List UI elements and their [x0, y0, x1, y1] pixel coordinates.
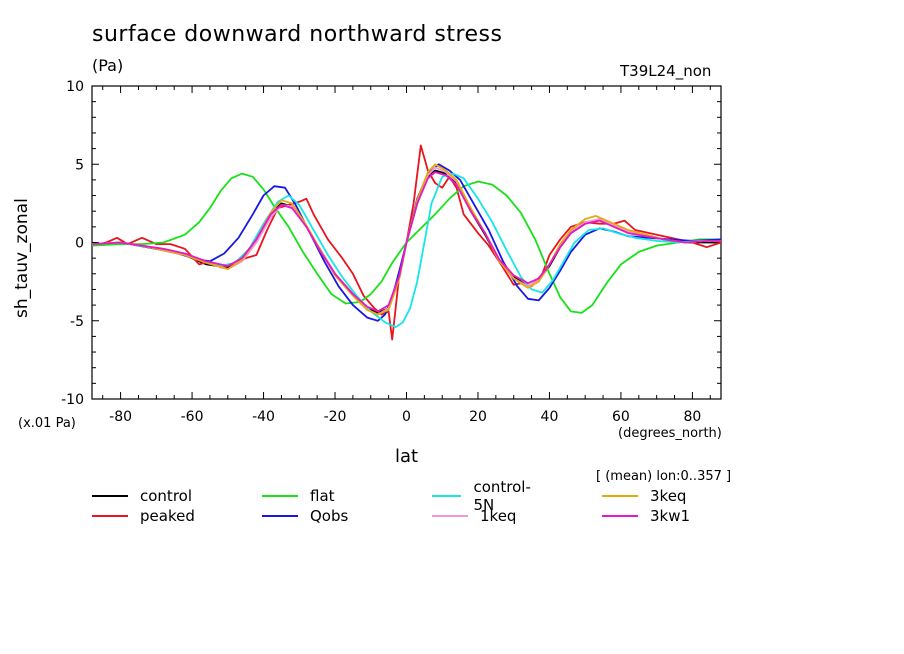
- chart-title: surface downward northward stress: [92, 22, 503, 47]
- legend-label: 1keq: [480, 507, 517, 525]
- legend-swatch: [92, 515, 128, 517]
- legend-swatch: [262, 495, 298, 497]
- legend-label: 3kw1: [650, 507, 691, 525]
- x-tick-label: 80: [683, 409, 701, 425]
- x-tick-label: 20: [469, 409, 487, 425]
- x-axis-label: lat: [395, 446, 419, 467]
- y-tick-label: 10: [66, 79, 84, 95]
- legend-item: flat: [262, 487, 335, 505]
- y-tick-label: 5: [75, 157, 84, 173]
- legend-swatch: [602, 515, 638, 517]
- legend-label: peaked: [140, 507, 195, 525]
- run-id-label: T39L24_non: [620, 62, 712, 80]
- legend-item: control: [92, 487, 192, 505]
- legend-label: control: [140, 487, 192, 505]
- legend-swatch: [432, 515, 468, 517]
- y-tick-label: -10: [61, 392, 84, 408]
- x-tick-label: 40: [541, 409, 559, 425]
- x-units-label: (degrees_north): [618, 426, 722, 441]
- x-tick-label: 60: [612, 409, 630, 425]
- legend-item: 3kw1: [602, 507, 690, 525]
- legend-swatch: [432, 495, 462, 497]
- x-tick-label: -80: [109, 409, 132, 425]
- series-line-3kw1: [91, 171, 721, 313]
- legend-label: control-5N: [473, 478, 531, 514]
- x-tick-label: -20: [324, 409, 347, 425]
- legend-item: Qobs: [262, 507, 348, 525]
- x-tick-label: 0: [402, 409, 411, 425]
- legend-swatch: [602, 495, 638, 497]
- y-tick-label: -5: [70, 314, 84, 330]
- legend-label: flat: [310, 487, 335, 505]
- x-tick-label: -60: [181, 409, 204, 425]
- legend-swatch: [92, 495, 128, 497]
- units-label: (Pa): [92, 56, 124, 75]
- mean-note: [ (mean) lon:0..357 ]: [596, 469, 732, 484]
- legend-item: 3keq: [602, 487, 686, 505]
- series-line-flat: [91, 172, 721, 314]
- legend-item: 1keq: [432, 507, 516, 525]
- x-tick-label: -40: [252, 409, 275, 425]
- y-tick-label: 0: [75, 236, 84, 252]
- legend-label: 3keq: [650, 487, 687, 505]
- y-scale-note: (x.01 Pa): [18, 416, 76, 431]
- legend-item: peaked: [92, 507, 195, 525]
- legend-item: control-5N: [432, 478, 537, 514]
- legend-swatch: [262, 515, 298, 517]
- legend-label: Qobs: [310, 507, 349, 525]
